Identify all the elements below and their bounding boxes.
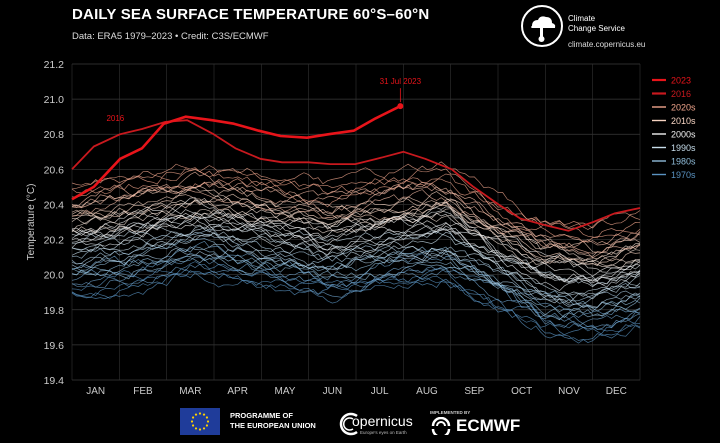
- historical-year-line: [71, 163, 641, 230]
- y-tick-label: 21.0: [44, 94, 65, 106]
- historical-year-line: [71, 208, 641, 269]
- historical-year-line: [71, 210, 641, 288]
- y-tick-label: 20.4: [44, 199, 65, 211]
- ecmwf-logo-icon: [431, 417, 451, 435]
- historical-year-line: [71, 247, 641, 309]
- y-tick-label: 19.4: [44, 375, 65, 387]
- historical-year-line: [71, 184, 641, 259]
- x-tick-label: MAR: [179, 386, 201, 397]
- y-tick-label: 20.2: [44, 235, 65, 247]
- historical-year-line: [71, 197, 641, 277]
- legend-label: 2020s: [671, 103, 696, 113]
- climate-change-service-logo-icon: [521, 5, 563, 47]
- x-tick-label: OCT: [511, 386, 532, 397]
- copernicus-tagline: Europe's eyes on Earth: [360, 430, 407, 435]
- legend-label: 1990s: [671, 143, 696, 153]
- historical-year-line: [71, 181, 641, 254]
- eu-flag-icon: [180, 408, 220, 435]
- historical-year-line: [71, 208, 641, 267]
- historical-year-line: [71, 223, 641, 286]
- historical-year-line: [71, 246, 641, 321]
- y-axis-label: Temperature (°C): [26, 184, 37, 261]
- x-tick-label: JUN: [323, 386, 342, 397]
- historical-year-line: [71, 177, 641, 243]
- eu-line-2: THE EUROPEAN UNION: [230, 421, 316, 430]
- x-tick-label: APR: [227, 386, 248, 397]
- historical-year-line: [71, 217, 641, 292]
- legend-label: 1980s: [671, 157, 696, 167]
- historical-year-line: [71, 248, 641, 313]
- copernicus-logo-icon: [339, 412, 358, 436]
- historical-year-line: [71, 263, 641, 330]
- historical-year-line: [71, 231, 641, 304]
- x-tick-label: FEB: [133, 386, 153, 397]
- legend: 2023 2016 2020s 2010s 2000s 1990s 1980s 1970s: [652, 76, 696, 180]
- historical-year-line: [71, 268, 641, 343]
- historical-year-line: [71, 255, 641, 327]
- implemented-by-label: IMPLEMENTED BY: [430, 410, 471, 415]
- historical-year-line: [71, 200, 641, 264]
- series-line-2023: [71, 104, 401, 201]
- historical-year-line: [71, 197, 641, 267]
- series-endpoint-2023: [397, 103, 404, 110]
- x-tick-label: JAN: [86, 386, 105, 397]
- eu-programme-text: PROGRAMME OF THE EUROPEAN UNION: [230, 411, 316, 431]
- x-tick-label: NOV: [558, 386, 580, 397]
- y-tick-label: 19.8: [44, 305, 65, 317]
- historical-year-line: [71, 232, 641, 300]
- y-tick-label: 19.6: [44, 340, 65, 352]
- chart-title: DAILY SEA SURFACE TEMPERATURE 60°S–60°N: [72, 6, 430, 23]
- y-tick-label: 20.6: [44, 164, 65, 176]
- service-line-2: Change Service: [568, 24, 625, 33]
- historical-year-line: [71, 186, 641, 265]
- chart-subtitle: Data: ERA5 1979–2023 • Credit: C3S/ECMWF: [72, 31, 269, 42]
- historical-year-line: [71, 186, 641, 253]
- historical-year-line: [71, 261, 641, 333]
- legend-label: 2010s: [671, 116, 696, 126]
- historical-year-line: [71, 226, 641, 296]
- y-tick-label: 20.0: [44, 270, 65, 282]
- annotation-label: 2016: [106, 114, 124, 123]
- copernicus-wordmark: opernicus: [352, 413, 413, 429]
- historical-year-line: [71, 229, 641, 304]
- legend-label: 2023: [671, 76, 691, 86]
- ecmwf-wordmark: ECMWF: [456, 416, 521, 435]
- historical-year-line: [71, 216, 641, 284]
- eu-line-1: PROGRAMME OF: [230, 411, 293, 420]
- legend-label: 2016: [671, 89, 691, 99]
- historical-year-line: [71, 161, 641, 229]
- historical-year-line: [71, 220, 641, 288]
- historical-years-lines: [71, 161, 641, 344]
- legend-label: 2000s: [671, 130, 696, 140]
- x-tick-label: SEP: [464, 386, 484, 397]
- y-tick-label: 20.8: [44, 129, 65, 141]
- x-tick-label: MAY: [275, 386, 296, 397]
- service-line-1: Climate: [568, 14, 596, 23]
- x-tick-label: DEC: [606, 386, 627, 397]
- historical-year-line: [71, 272, 641, 344]
- climate-change-service-name: Climate Change Service: [568, 14, 625, 34]
- x-tick-label: JUL: [371, 386, 389, 397]
- historical-year-line: [71, 181, 641, 249]
- service-url: climate.copernicus.eu: [568, 40, 646, 49]
- x-tick-label: AUG: [416, 386, 438, 397]
- annotation-label: 31 Jul 2023: [380, 77, 422, 86]
- y-tick-label: 21.2: [44, 59, 65, 71]
- legend-label: 1970s: [671, 170, 696, 180]
